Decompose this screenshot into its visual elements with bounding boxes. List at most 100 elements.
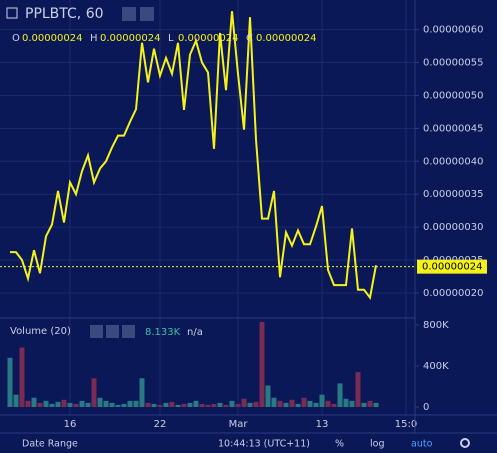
volume-bar bbox=[169, 401, 175, 408]
volume-title: Volume (20) bbox=[10, 326, 71, 337]
last-price-label: 0.00000024 bbox=[422, 262, 482, 273]
volume-bar bbox=[97, 397, 103, 408]
y-tick-label: 0.00000030 bbox=[423, 222, 483, 233]
volume-bar bbox=[187, 402, 193, 408]
volume-bar bbox=[205, 404, 211, 408]
settings-gear[interactable] bbox=[460, 438, 470, 448]
ohlc-value: 0.00000024 bbox=[178, 33, 238, 44]
volume-bar bbox=[193, 400, 199, 408]
volume-bar bbox=[19, 347, 25, 408]
collapse-button[interactable] bbox=[6, 7, 18, 19]
last-price-box bbox=[417, 259, 487, 274]
ohlc-key: L bbox=[168, 33, 174, 44]
volume-bar bbox=[43, 400, 49, 408]
volume-bar bbox=[367, 400, 373, 408]
y-tick-label: 0 bbox=[423, 402, 429, 413]
y-tick-label: 0.00000040 bbox=[423, 156, 483, 167]
volume-bar bbox=[31, 397, 37, 408]
volume-bar bbox=[145, 402, 151, 408]
volume-bar bbox=[181, 403, 187, 408]
x-tick-label: 22 bbox=[154, 419, 167, 430]
y-tick-label: 800K bbox=[423, 320, 449, 331]
volume-bar bbox=[259, 321, 265, 408]
volume-bar bbox=[121, 403, 127, 408]
y-tick-label: 400K bbox=[423, 361, 449, 372]
volume-bar bbox=[235, 403, 241, 408]
volume-bar bbox=[163, 402, 169, 408]
volume-value: 8.133K bbox=[145, 327, 181, 338]
volume-bar bbox=[307, 400, 313, 408]
volume-bar bbox=[319, 394, 325, 408]
volume-bar bbox=[241, 398, 247, 408]
y-tick-label: 0.00000050 bbox=[423, 90, 483, 101]
volume-bar bbox=[325, 400, 331, 408]
volume-bar bbox=[67, 402, 73, 408]
y-tick-label: 0.00000060 bbox=[423, 25, 483, 36]
volume-bar bbox=[361, 402, 367, 408]
ohlc-key: H bbox=[90, 33, 98, 44]
ohlc-value: 0.00000024 bbox=[256, 33, 316, 44]
volume-bar bbox=[103, 400, 109, 408]
volume-bar bbox=[277, 400, 283, 408]
volume-bar bbox=[151, 403, 157, 408]
volume-bar bbox=[37, 402, 43, 408]
volume-bar bbox=[247, 402, 253, 408]
volume-bar bbox=[253, 401, 259, 408]
volume-bar bbox=[211, 403, 217, 408]
volume-bar bbox=[91, 378, 97, 408]
clock: 10:44:13 (UTC+11) bbox=[218, 439, 310, 450]
volume-bar bbox=[127, 400, 133, 408]
y-tick-label: 0.00000035 bbox=[423, 189, 483, 200]
date-range[interactable]: Date Range bbox=[22, 439, 78, 450]
y-tick-label: 0.00000020 bbox=[423, 288, 483, 299]
volume-bar bbox=[301, 397, 307, 408]
x-tick-label: 15:0 bbox=[395, 419, 417, 430]
volume-icon[interactable] bbox=[106, 325, 119, 338]
volume-bar bbox=[73, 403, 79, 408]
symbol-title: PPLBTC, 60 bbox=[25, 6, 104, 22]
volume-bar bbox=[109, 402, 115, 408]
volume-bar bbox=[7, 357, 13, 408]
volume-bar bbox=[223, 404, 229, 408]
volume-bar bbox=[289, 399, 295, 408]
volume-bar bbox=[229, 400, 235, 408]
volume-bar bbox=[217, 402, 223, 408]
volume-bar bbox=[79, 400, 85, 408]
volume-bar bbox=[139, 378, 145, 408]
volume-bar bbox=[199, 403, 205, 408]
volume-bar bbox=[283, 402, 289, 408]
y-tick-label: 0.00000055 bbox=[423, 58, 483, 69]
volume-bar bbox=[13, 394, 19, 408]
x-tick-label: 16 bbox=[64, 419, 77, 430]
volume-bar bbox=[115, 404, 121, 408]
volume-bar bbox=[25, 400, 31, 408]
volume-bar bbox=[133, 400, 139, 408]
settings-icon[interactable] bbox=[140, 7, 154, 21]
volume-bar bbox=[355, 372, 361, 408]
volume-bar bbox=[313, 402, 319, 408]
volume-bar bbox=[373, 402, 379, 408]
volume-icon[interactable] bbox=[122, 325, 135, 338]
volume-bar bbox=[271, 397, 277, 408]
volume-bar bbox=[343, 398, 349, 408]
volume-bar bbox=[55, 401, 61, 408]
ohlc-key: C bbox=[246, 33, 253, 44]
volume-bar bbox=[157, 404, 163, 408]
ohlc-value: 0.00000024 bbox=[22, 33, 82, 44]
volume-ma: n/a bbox=[187, 327, 203, 338]
volume-icon[interactable] bbox=[90, 325, 103, 338]
percent-toggle[interactable]: % bbox=[335, 439, 344, 450]
volume-bar bbox=[265, 385, 271, 408]
log-toggle[interactable]: log bbox=[370, 439, 384, 450]
x-tick-label: Mar bbox=[229, 419, 249, 430]
ohlc-key: O bbox=[12, 33, 20, 44]
volume-bar bbox=[49, 403, 55, 408]
y-tick-label: 0.00000045 bbox=[423, 123, 483, 134]
auto-toggle[interactable]: auto bbox=[411, 439, 433, 450]
volume-bar bbox=[61, 399, 67, 408]
price-line bbox=[10, 11, 377, 300]
settings-icon[interactable] bbox=[122, 7, 136, 21]
volume-bar bbox=[337, 383, 343, 408]
